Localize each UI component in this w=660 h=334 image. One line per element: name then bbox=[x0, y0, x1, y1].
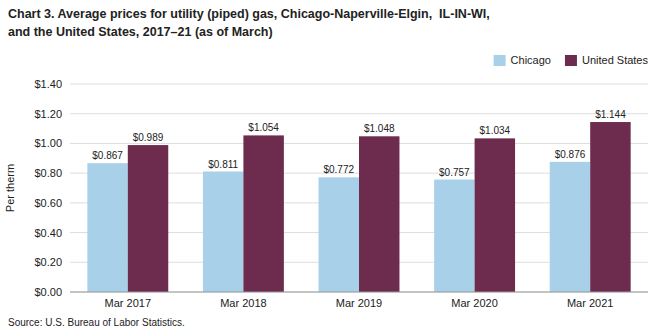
data-label: $1.144 bbox=[595, 109, 626, 120]
x-tick-label: Mar 2021 bbox=[567, 297, 613, 309]
x-axis-line bbox=[70, 292, 648, 293]
data-label: $1.048 bbox=[364, 123, 395, 134]
bar bbox=[590, 122, 630, 292]
data-label: $0.772 bbox=[323, 164, 354, 175]
data-label: $0.811 bbox=[208, 159, 238, 170]
y-tick-label: $0.60 bbox=[34, 197, 62, 209]
bar bbox=[550, 162, 590, 292]
legend-label: Chicago bbox=[511, 54, 551, 66]
data-label: $1.054 bbox=[248, 122, 279, 133]
legend: Chicago United States bbox=[494, 54, 649, 66]
legend-swatch bbox=[494, 55, 506, 66]
bar bbox=[87, 163, 127, 292]
y-tick-label: $0.20 bbox=[34, 256, 62, 268]
grid-line bbox=[70, 84, 648, 85]
y-tick-label: $0.80 bbox=[34, 167, 62, 179]
bar bbox=[434, 180, 474, 292]
legend-label: United States bbox=[582, 54, 649, 66]
legend-swatch bbox=[565, 55, 577, 66]
x-tick-label: Mar 2018 bbox=[220, 297, 266, 309]
bar bbox=[359, 136, 399, 292]
bar bbox=[128, 145, 168, 292]
y-tick-label: $0.00 bbox=[34, 286, 62, 298]
bar bbox=[203, 172, 243, 292]
bar bbox=[319, 177, 359, 292]
y-axis-label: Per therm bbox=[4, 164, 16, 212]
grid-line bbox=[70, 113, 648, 114]
data-label: $0.757 bbox=[439, 167, 470, 178]
data-label: $0.876 bbox=[555, 149, 586, 160]
source: Source: U.S. Bureau of Labor Statistics. bbox=[8, 317, 185, 328]
y-tick-label: $1.00 bbox=[34, 137, 62, 149]
data-label: $0.989 bbox=[133, 132, 164, 143]
y-tick-label: $0.40 bbox=[34, 227, 62, 239]
y-tick-label: $1.40 bbox=[34, 78, 62, 90]
title: Chart 3. Average prices for utility (pip… bbox=[8, 7, 490, 21]
grid-line bbox=[70, 292, 648, 293]
bars bbox=[87, 122, 630, 292]
bar bbox=[243, 135, 283, 292]
bar bbox=[475, 138, 515, 292]
x-tick-label: Mar 2017 bbox=[105, 297, 151, 309]
data-label: $1.034 bbox=[480, 125, 511, 136]
x-tick-label: Mar 2020 bbox=[451, 297, 497, 309]
data-labels: $0.867 $0.811 $0.772 $0.757 $0.876 $0.989 $1.0… bbox=[92, 109, 626, 177]
chart: Chart 3. Average prices for utility (pip… bbox=[0, 0, 660, 334]
x-tick-label: Mar 2019 bbox=[336, 297, 382, 309]
data-label: $0.867 bbox=[92, 150, 123, 161]
grid bbox=[70, 84, 648, 292]
y-tick-label: $1.20 bbox=[34, 108, 62, 120]
title: and the United States, 2017–21 (as of Ma… bbox=[8, 25, 273, 39]
